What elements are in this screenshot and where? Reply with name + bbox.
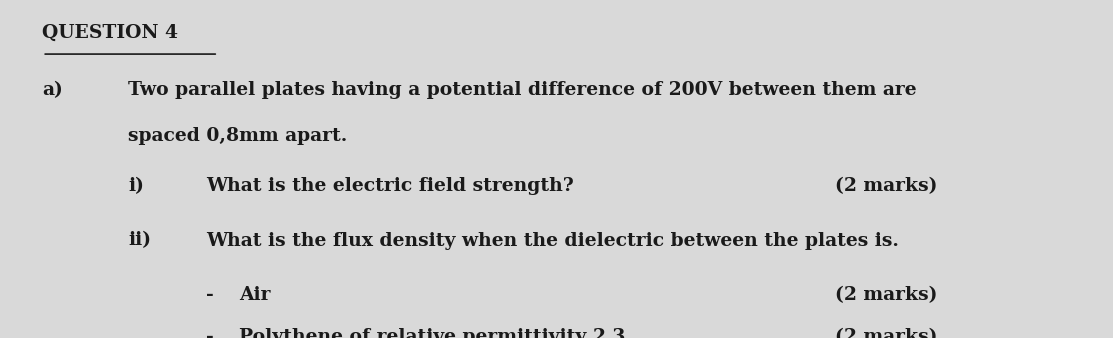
Text: QUESTION 4: QUESTION 4 <box>42 24 178 42</box>
Text: a): a) <box>42 81 63 99</box>
Text: Air: Air <box>239 286 270 304</box>
Text: What is the flux density when the dielectric between the plates is.: What is the flux density when the dielec… <box>206 232 899 249</box>
Text: (2 marks): (2 marks) <box>835 328 937 338</box>
Text: spaced 0,8mm apart.: spaced 0,8mm apart. <box>128 127 347 145</box>
Text: (2 marks): (2 marks) <box>835 286 937 304</box>
Text: -: - <box>206 286 214 304</box>
Text: Polythene of relative permittivity 2.3: Polythene of relative permittivity 2.3 <box>239 328 626 338</box>
Text: ii): ii) <box>128 232 151 249</box>
Text: Two parallel plates having a potential difference of 200V between them are: Two parallel plates having a potential d… <box>128 81 917 99</box>
Text: (2 marks): (2 marks) <box>835 177 937 195</box>
Text: i): i) <box>128 177 144 195</box>
Text: -: - <box>206 328 214 338</box>
Text: What is the electric field strength?: What is the electric field strength? <box>206 177 573 195</box>
